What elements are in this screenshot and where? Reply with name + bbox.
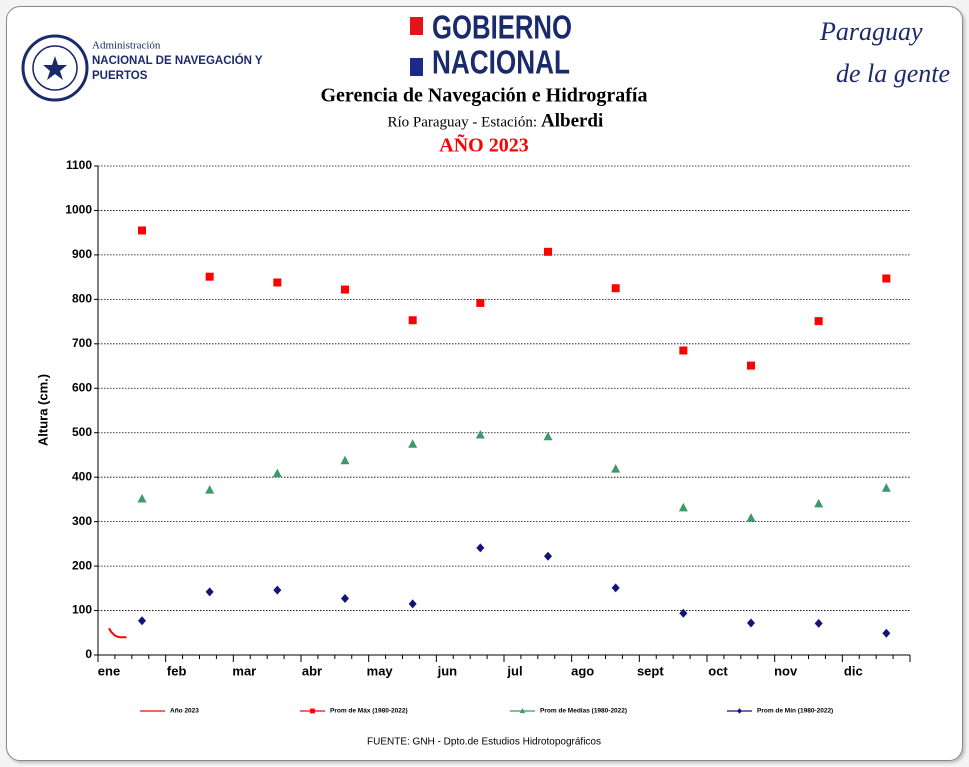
legend-marker xyxy=(519,708,526,714)
x-tick-label: sept xyxy=(637,663,664,678)
x-tick-label: jun xyxy=(437,663,458,678)
gov-text: GOBIERNO xyxy=(432,9,572,46)
legend-marker xyxy=(310,708,315,714)
x-tick-label: dic xyxy=(844,663,863,678)
admin-text: PUERTOS xyxy=(92,70,148,82)
y-tick-label: 200 xyxy=(72,558,92,572)
data-point xyxy=(272,468,282,478)
data-point xyxy=(341,594,349,604)
seal-logo xyxy=(21,34,89,102)
data-point xyxy=(408,316,417,325)
slogan: Paraguay xyxy=(819,17,923,46)
data-point xyxy=(679,346,688,355)
series-line xyxy=(108,627,127,639)
data-point xyxy=(747,361,755,370)
x-tick-label: nov xyxy=(774,663,798,678)
y-axis-label: Altura (cm.) xyxy=(35,374,50,446)
x-tick-label: abr xyxy=(302,663,322,678)
x-tick-label: feb xyxy=(167,663,187,678)
legend-label: Prom de Medias (1980-2022) xyxy=(540,708,627,715)
flag-square xyxy=(410,58,423,76)
flag-square xyxy=(410,17,423,35)
data-point xyxy=(611,284,620,293)
x-tick-label: jul xyxy=(506,663,522,678)
data-point xyxy=(544,247,552,256)
data-point xyxy=(138,616,146,626)
data-point xyxy=(341,285,349,294)
data-point xyxy=(679,608,688,618)
y-tick-label: 800 xyxy=(72,292,92,306)
source: FUENTE: GNH - Dpto.de Estudios Hidrotopo… xyxy=(367,737,601,748)
y-tick-label: 400 xyxy=(72,469,92,483)
y-tick-label: 1000 xyxy=(65,203,92,217)
department: Gerencia de Navegación e Hidrografía xyxy=(321,85,648,107)
data-point xyxy=(544,551,552,561)
chart-title: AÑO 2023 xyxy=(439,134,528,157)
legend-marker xyxy=(737,708,742,714)
station-prefix: Río Paraguay - Estación: xyxy=(387,114,537,130)
data-point xyxy=(611,583,620,593)
data-point xyxy=(476,543,485,553)
data-point xyxy=(273,585,282,595)
gov-text: NACIONAL xyxy=(432,44,570,81)
data-point xyxy=(814,498,824,508)
data-point xyxy=(882,628,891,638)
data-point xyxy=(611,464,621,473)
data-point xyxy=(475,429,485,439)
legend-label: Prom de Mín (1980-2022) xyxy=(757,708,833,715)
slogan: de la gente xyxy=(836,59,950,88)
legend-label: Año 2023 xyxy=(170,708,199,715)
data-point xyxy=(408,439,418,448)
data-point xyxy=(814,317,823,326)
data-point xyxy=(205,485,215,494)
data-point xyxy=(137,493,147,503)
y-tick-label: 100 xyxy=(72,603,92,617)
legend-label: Prom de Máx (1980-2022) xyxy=(330,708,408,715)
data-point xyxy=(340,455,350,465)
admin-text: NACIONAL DE NAVEGACIÓN Y xyxy=(92,54,263,67)
data-point xyxy=(746,513,756,522)
admin-text: Administración xyxy=(92,40,161,52)
x-tick-label: may xyxy=(367,663,394,678)
data-point xyxy=(273,278,282,287)
data-point xyxy=(747,618,755,628)
data-point xyxy=(205,272,214,281)
slide xyxy=(6,6,963,761)
x-tick-label: ago xyxy=(571,663,594,678)
x-tick-label: ene xyxy=(98,663,120,678)
y-tick-label: 600 xyxy=(72,380,92,394)
data-point xyxy=(476,298,485,307)
x-tick-label: oct xyxy=(708,663,728,678)
data-point xyxy=(543,431,553,441)
y-tick-label: 0 xyxy=(85,647,92,661)
data-point xyxy=(814,618,823,628)
station: Alberdi xyxy=(541,110,603,131)
x-tick-label: mar xyxy=(232,663,256,678)
data-point xyxy=(881,483,891,492)
y-tick-label: 900 xyxy=(72,247,92,261)
data-point xyxy=(205,587,214,597)
data-point xyxy=(678,502,688,512)
y-tick-label: 700 xyxy=(72,336,92,350)
data-point xyxy=(138,226,146,235)
y-tick-label: 500 xyxy=(72,425,92,439)
data-point xyxy=(408,599,417,609)
y-tick-label: 300 xyxy=(72,514,92,528)
data-point xyxy=(882,274,891,283)
y-tick-label: 1100 xyxy=(66,158,92,172)
